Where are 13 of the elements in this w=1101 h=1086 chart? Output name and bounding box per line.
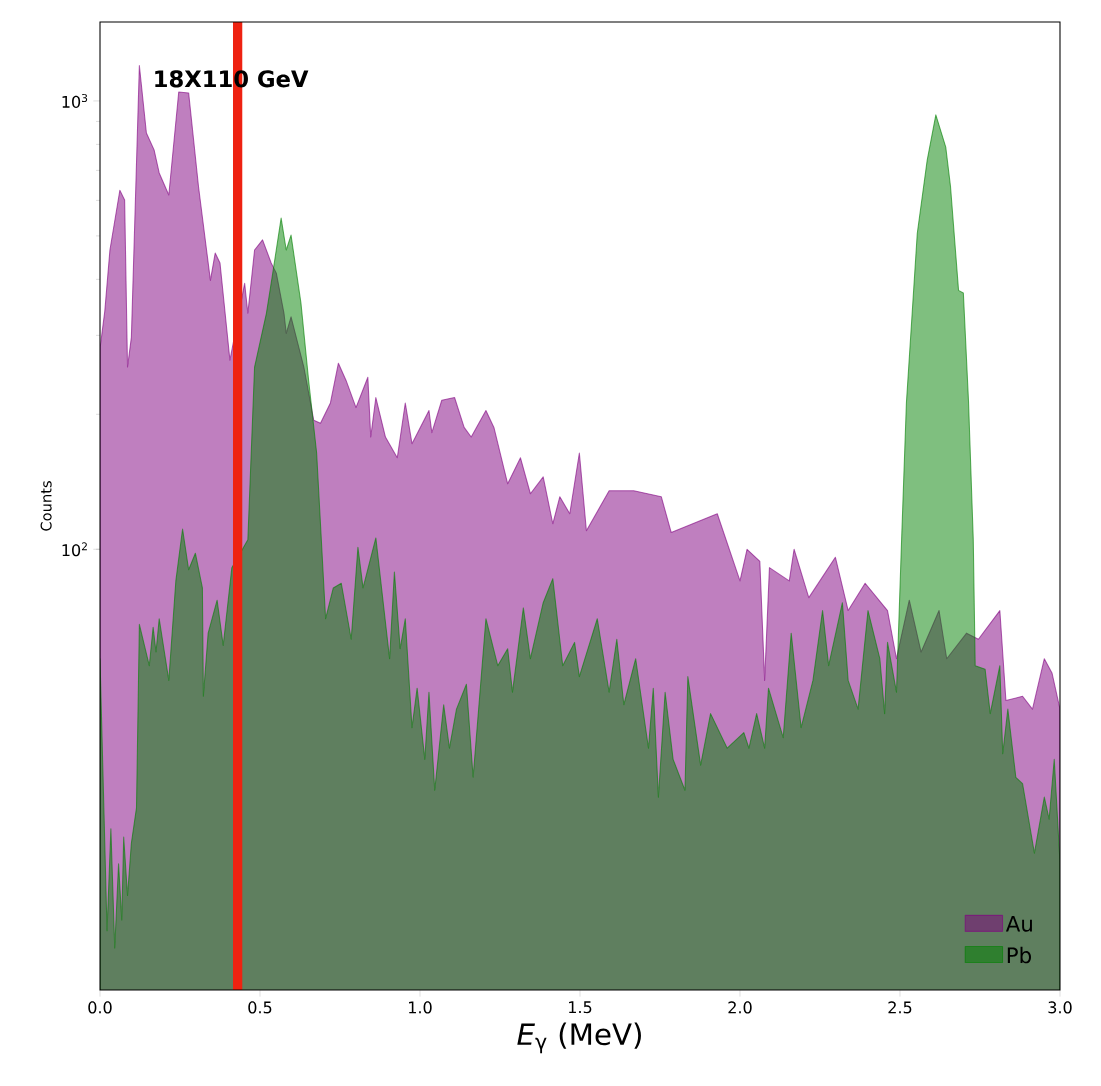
x-axis-title: E$_{γ}$ (MeV) [517, 1022, 641, 1054]
x-tick-label: 2.5 [888, 1001, 912, 1014]
x-tick-label: 3.0 [1048, 1001, 1072, 1014]
series-label: Pb [1007, 946, 1031, 964]
x-tick-label: 1.5 [569, 1001, 592, 1014]
x-tick-label: 1.0 [409, 1001, 432, 1014]
y-tick-label: 10$^{2}$ [62, 542, 87, 557]
y-axis-title: Counts [40, 481, 52, 531]
y-tick-label: 10$^{3}$ [62, 93, 88, 108]
x-tick-label: 0.5 [248, 1001, 272, 1014]
x-tick-label: 2.0 [728, 1001, 752, 1014]
x-tick-label: 0.0 [88, 1001, 112, 1014]
series-label: Au [1005, 915, 1032, 932]
